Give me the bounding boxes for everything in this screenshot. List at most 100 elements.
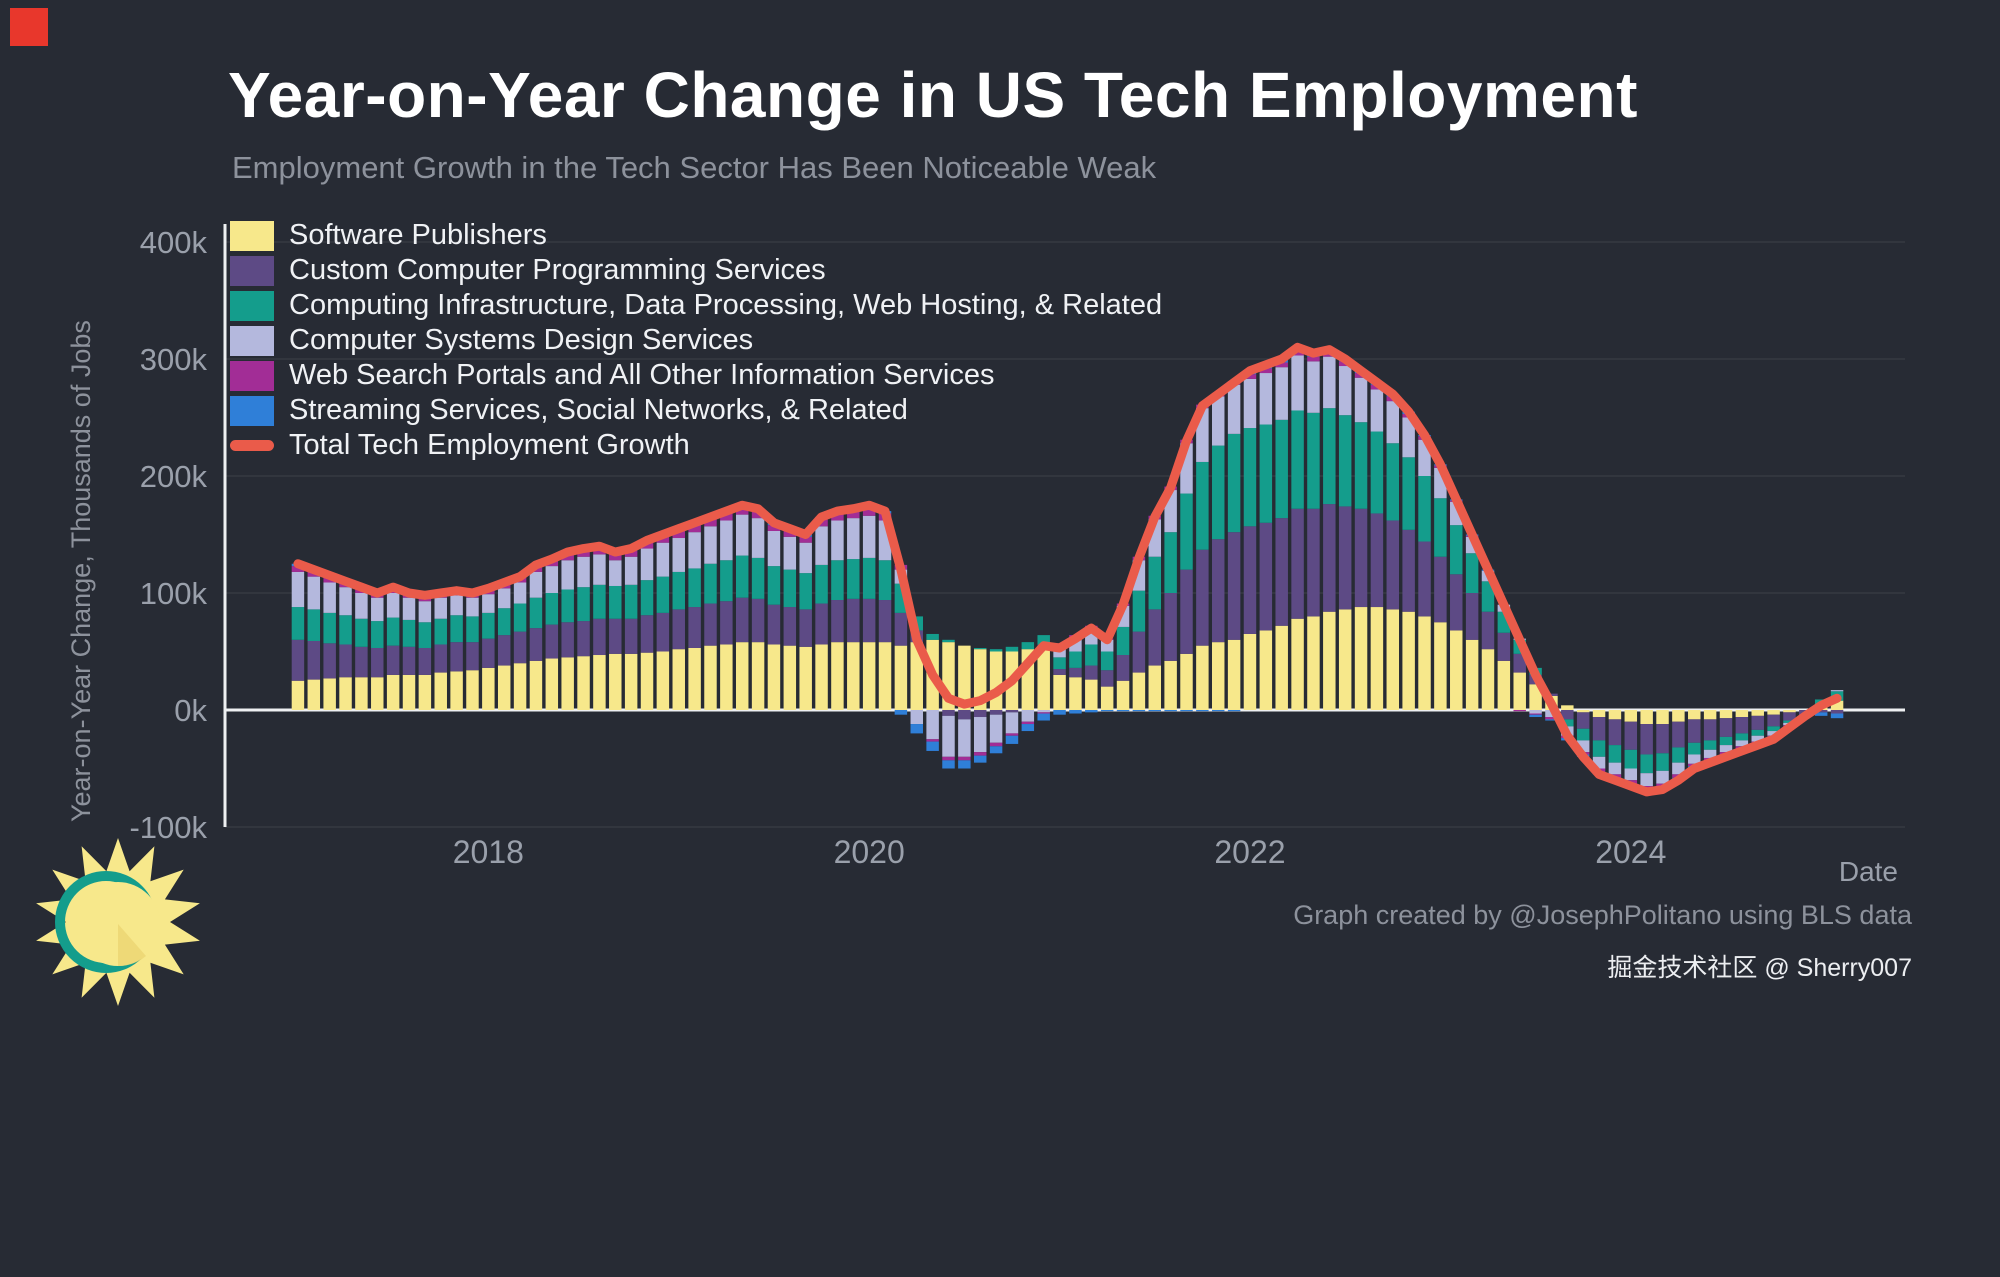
bar-segment[interactable] — [609, 618, 622, 654]
bar-segment[interactable] — [862, 515, 876, 558]
bar-segment[interactable] — [497, 608, 511, 636]
bar-segment[interactable] — [434, 672, 447, 710]
bar-segment[interactable] — [307, 609, 321, 641]
bar-segment[interactable] — [1243, 428, 1257, 527]
bar-segment[interactable] — [672, 530, 685, 539]
bar-segment[interactable] — [1275, 362, 1288, 368]
bar-segment[interactable] — [1259, 368, 1273, 374]
bar-segment[interactable] — [1719, 710, 1733, 719]
bar-segment[interactable] — [704, 526, 717, 564]
bar-segment[interactable] — [1719, 718, 1733, 737]
bar-segment[interactable] — [1830, 690, 1844, 692]
bar-segment[interactable] — [1338, 366, 1352, 416]
bar-segment[interactable] — [1053, 674, 1066, 710]
bar-segment[interactable] — [1703, 749, 1717, 758]
bar-segment[interactable] — [513, 631, 527, 664]
bar-segment[interactable] — [529, 660, 543, 710]
bar-segment[interactable] — [1370, 431, 1384, 514]
bar-segment[interactable] — [1608, 719, 1622, 746]
bar-segment[interactable] — [1005, 735, 1019, 744]
legend-item-2[interactable]: Computing Infrastructure, Data Processin… — [230, 289, 1162, 321]
bar-segment[interactable] — [735, 507, 749, 515]
bar-segment[interactable] — [1576, 728, 1590, 741]
bar-segment[interactable] — [640, 652, 654, 710]
bar-segment[interactable] — [799, 646, 812, 710]
bar-segment[interactable] — [672, 571, 685, 610]
bar-segment[interactable] — [450, 642, 463, 672]
bar-segment[interactable] — [402, 597, 416, 620]
bar-segment[interactable] — [1608, 745, 1622, 763]
bar-segment[interactable] — [561, 657, 574, 710]
legend-item-3[interactable]: Computer Systems Design Services — [230, 324, 1162, 356]
bar-segment[interactable] — [307, 640, 321, 680]
bar-segment[interactable] — [1450, 525, 1463, 575]
bar-segment[interactable] — [1307, 361, 1320, 413]
bar-segment[interactable] — [291, 607, 305, 640]
bar-segment[interactable] — [434, 644, 447, 673]
bar-segment[interactable] — [1545, 719, 1558, 721]
bar-segment[interactable] — [1513, 672, 1526, 710]
bar-segment[interactable] — [609, 653, 622, 710]
bar-segment[interactable] — [577, 656, 590, 710]
bar-segment[interactable] — [355, 618, 368, 647]
bar-segment[interactable] — [815, 564, 828, 604]
bar-segment[interactable] — [323, 612, 336, 644]
bar-segment[interactable] — [894, 710, 908, 715]
bar-segment[interactable] — [1418, 616, 1431, 710]
bar-segment[interactable] — [1069, 677, 1082, 710]
bar-segment[interactable] — [656, 576, 670, 613]
bar-segment[interactable] — [1180, 569, 1193, 654]
bar-segment[interactable] — [434, 597, 447, 619]
bar-segment[interactable] — [1291, 508, 1304, 619]
bar-segment[interactable] — [1656, 770, 1669, 784]
bar-segment[interactable] — [704, 519, 717, 527]
bar-segment[interactable] — [894, 612, 908, 646]
bar-segment[interactable] — [1227, 639, 1241, 710]
bar-segment[interactable] — [640, 542, 654, 549]
bar-segment[interactable] — [450, 615, 463, 643]
legend-item-5[interactable]: Streaming Services, Social Networks, & R… — [230, 394, 1162, 426]
bar-segment[interactable] — [735, 642, 749, 710]
bar-segment[interactable] — [1386, 609, 1400, 710]
bar-segment[interactable] — [1132, 590, 1146, 632]
bar-segment[interactable] — [609, 554, 622, 561]
bar-segment[interactable] — [497, 665, 511, 710]
bar-segment[interactable] — [831, 642, 844, 710]
bar-segment[interactable] — [862, 642, 876, 710]
bar-segment[interactable] — [593, 655, 606, 710]
bar-segment[interactable] — [704, 563, 717, 604]
bar-segment[interactable] — [1386, 520, 1400, 610]
bar-segment[interactable] — [1196, 710, 1209, 712]
bar-segment[interactable] — [466, 642, 479, 671]
bar-segment[interactable] — [1418, 541, 1431, 617]
bar-segment[interactable] — [386, 645, 400, 675]
bar-segment[interactable] — [1529, 710, 1542, 714]
bar-segment[interactable] — [386, 674, 400, 710]
bar-segment[interactable] — [688, 568, 701, 608]
bar-segment[interactable] — [1624, 721, 1638, 750]
bar-segment[interactable] — [561, 589, 574, 623]
bar-segment[interactable] — [783, 530, 797, 537]
bar-segment[interactable] — [1180, 710, 1193, 712]
bar-segment[interactable] — [767, 530, 781, 567]
bar-segment[interactable] — [1275, 419, 1288, 519]
bar-segment[interactable] — [942, 710, 955, 716]
bar-segment[interactable] — [958, 645, 971, 710]
bar-segment[interactable] — [958, 719, 971, 757]
legend-item-0[interactable]: Software Publishers — [230, 219, 1162, 251]
bar-segment[interactable] — [1513, 653, 1526, 673]
bar-segment[interactable] — [561, 554, 574, 561]
bar-segment[interactable] — [1354, 508, 1368, 608]
bar-segment[interactable] — [418, 647, 432, 675]
bar-segment[interactable] — [1323, 356, 1336, 409]
bar-segment[interactable] — [1672, 721, 1685, 748]
bar-segment[interactable] — [1656, 724, 1669, 754]
bar-segment[interactable] — [1529, 684, 1542, 710]
bar-segment[interactable] — [1465, 639, 1479, 710]
bar-segment[interactable] — [1275, 625, 1288, 710]
bar-segment[interactable] — [1053, 657, 1066, 670]
bar-segment[interactable] — [831, 520, 844, 561]
bar-segment[interactable] — [767, 566, 781, 605]
bar-segment[interactable] — [1338, 415, 1352, 507]
bar-segment[interactable] — [1592, 756, 1606, 769]
